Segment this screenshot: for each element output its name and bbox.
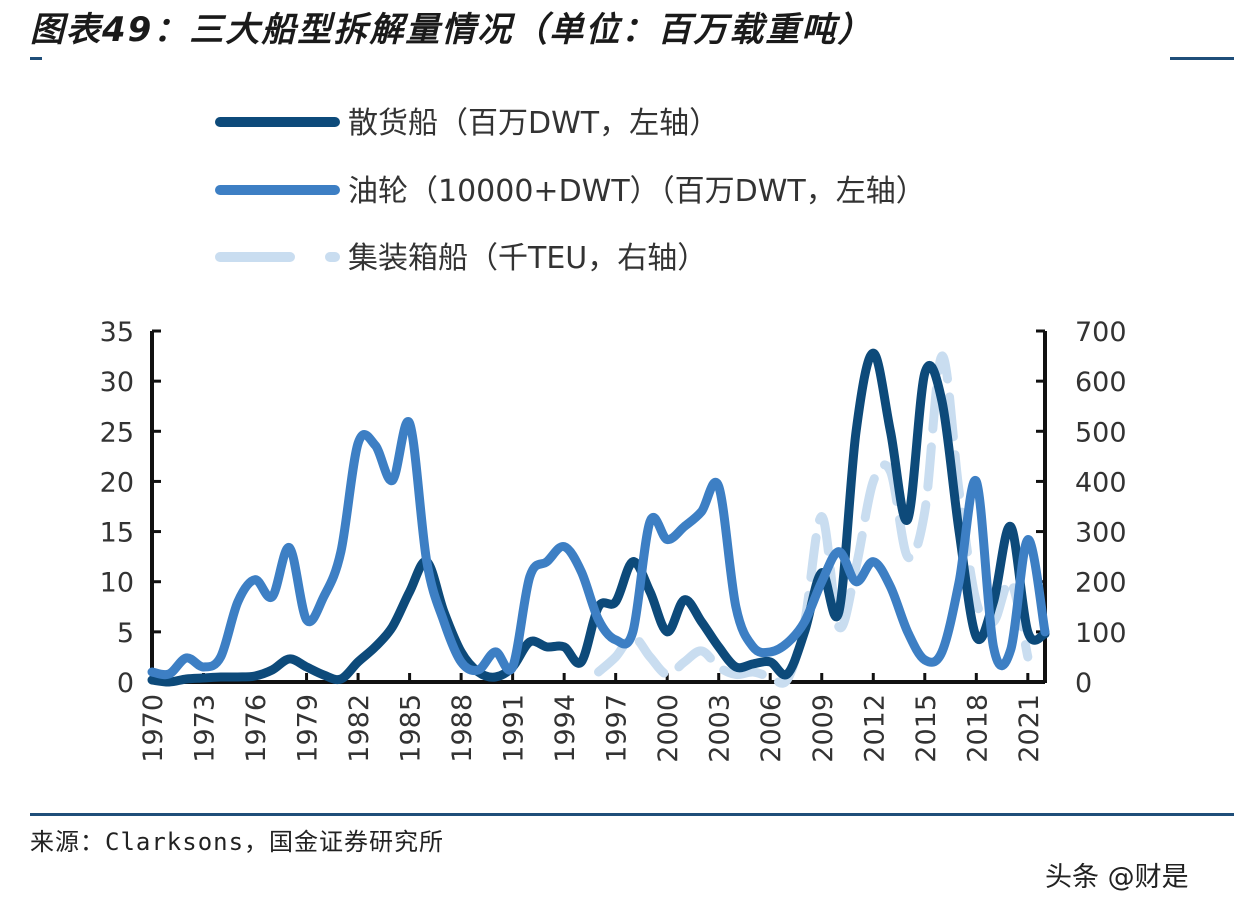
x-tick-label: 1985 [396, 694, 427, 763]
x-tick-label: 2003 [705, 694, 736, 763]
y-right-tick-label: 400 [1075, 467, 1127, 498]
x-tick-label: 1973 [190, 694, 221, 763]
series-line-2 [594, 351, 1033, 688]
x-tick-label: 1976 [241, 694, 272, 763]
x-tick-label: 1991 [499, 694, 530, 763]
y-left-tick-label: 5 [117, 618, 134, 649]
series-line-1 [147, 416, 1050, 680]
x-tick-label: 1970 [138, 694, 169, 763]
y-left-tick-label: 20 [100, 467, 134, 498]
x-tick-label: 1982 [344, 694, 375, 763]
legend-label-1: 油轮（10000+DWT）（百万DWT，左轴） [348, 174, 926, 209]
y-right-tick-label: 700 [1075, 317, 1127, 348]
x-tick-label: 1994 [550, 694, 581, 763]
axes: 0 5 10 15 20 25 30 35 0 100 200 300 400 500 600 700 1970… [100, 317, 1127, 763]
x-tick-label: 2006 [756, 694, 787, 763]
y-left-tick-label: 25 [100, 417, 134, 448]
y-left-tick-label: 35 [100, 317, 134, 348]
legend-label-0: 散货船（百万DWT，左轴） [348, 106, 719, 141]
x-tick-label: 2000 [653, 694, 684, 763]
y-right-tick-label: 300 [1075, 518, 1127, 549]
series-lines [147, 348, 1050, 688]
watermark: 头条 @财是 [1045, 862, 1189, 893]
y-left-tick-label: 0 [117, 668, 134, 699]
title-rule-right [1170, 57, 1234, 60]
title-rule-left [30, 57, 42, 60]
y-right-tick-label: 100 [1075, 618, 1127, 649]
source-note: 来源：Clarksons，国金证券研究所 [30, 828, 445, 856]
x-tick-label: 2018 [962, 694, 993, 763]
x-tick-label: 1988 [447, 694, 478, 763]
y-right-tick-label: 600 [1075, 367, 1127, 398]
x-tick-label: 2012 [859, 694, 890, 763]
x-tick-label: 2015 [911, 694, 942, 763]
legend: 散货船（百万DWT，左轴） 油轮（10000+DWT）（百万DWT，左轴） 集装箱船… [215, 106, 926, 276]
footer-rule [30, 813, 1234, 816]
chart-title: 图表49：三大船型拆解量情况（单位：百万载重吨） [30, 10, 874, 50]
y-left-tick-label: 10 [100, 568, 134, 599]
x-tick-label: 2009 [808, 694, 839, 763]
y-right-tick-label: 0 [1075, 668, 1092, 699]
y-left-tick-label: 30 [100, 367, 134, 398]
series-line-0 [147, 348, 1050, 687]
x-tick-label: 2021 [1014, 694, 1045, 763]
y-right-tick-label: 200 [1075, 568, 1127, 599]
y-left-tick-label: 15 [100, 518, 134, 549]
legend-label-2: 集装箱船（千TEU，右轴） [348, 241, 707, 276]
y-right-tick-label: 500 [1075, 417, 1127, 448]
x-tick-label: 1979 [293, 694, 324, 763]
x-tick-label: 1997 [602, 694, 633, 763]
